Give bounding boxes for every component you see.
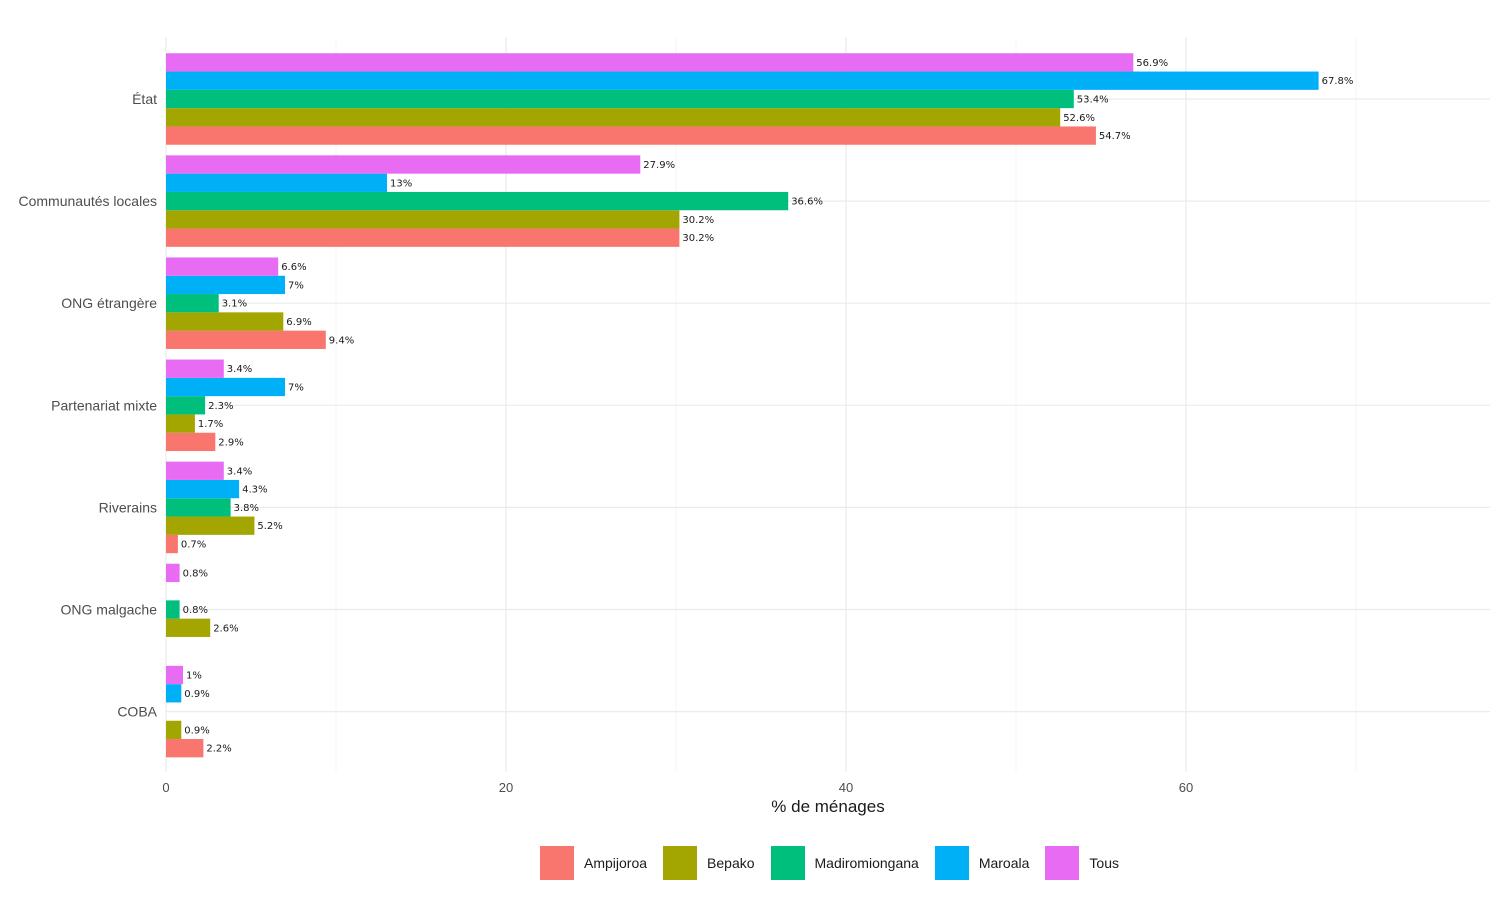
bar-maroala (166, 377, 285, 397)
y-axis-category-label: Partenariat mixte (51, 397, 157, 413)
data-label: 5.2% (257, 521, 282, 532)
bar-madiromiongana (166, 294, 219, 313)
legend-item: Ampijoroa (540, 846, 655, 880)
data-label: 53.4% (1077, 95, 1109, 106)
bar-maroala (166, 275, 285, 295)
data-labels: 54.7% 52.6% 53.4% 67.8% 56.9% 30.2% 30.2% 36.6%… (181, 58, 1353, 755)
bar-tous (166, 665, 183, 685)
data-label: 2.3% (208, 401, 233, 412)
bars (166, 53, 1319, 758)
bar-madiromiongana (166, 600, 180, 619)
bar-maroala (166, 684, 182, 703)
y-axis-category-label: COBA (117, 704, 157, 720)
bar-maroala (166, 173, 387, 192)
bar-ampijoroa (166, 330, 326, 349)
bar-bepako (166, 312, 284, 331)
legend-label: Madiromiongana (814, 855, 919, 871)
data-label: 54.7% (1099, 131, 1131, 142)
data-label: 1% (186, 671, 202, 682)
x-axis-tick-label: 60 (1179, 780, 1193, 795)
data-label: 2.9% (218, 437, 243, 448)
bar-bepako (166, 210, 680, 229)
y-axis-category-label: Riverains (99, 499, 157, 515)
legend: Ampijoroa Bepako Madiromiongana Maroala Tous (540, 846, 1135, 880)
data-label: 30.2% (682, 215, 714, 226)
y-axis-category-label: ONG étrangère (61, 295, 157, 311)
y-axis-categories: État Communautés locales ONG étrangère Part… (18, 91, 157, 720)
bar-madiromiongana (166, 89, 1074, 109)
bar-ampijoroa (166, 534, 178, 554)
bar-bepako (166, 414, 195, 433)
data-label: 7% (288, 280, 304, 291)
bar-maroala (166, 71, 1319, 90)
data-label: 0.7% (181, 540, 206, 551)
x-axis-tick-label: 20 (499, 780, 513, 795)
y-axis-category-label: ONG malgache (61, 602, 158, 618)
data-label: 27.9% (643, 160, 675, 171)
grid-lines (165, 37, 1490, 772)
data-label: 4.3% (242, 485, 267, 496)
legend-key-swatch (1045, 846, 1080, 880)
data-label: 0.9% (184, 725, 209, 736)
x-axis-tick-label: 40 (839, 780, 853, 795)
legend-label: Bepako (707, 855, 755, 871)
legend-item: Madiromiongana (770, 846, 927, 880)
data-label: 36.6% (791, 197, 823, 208)
y-axis-category-label: Communautés locales (18, 193, 157, 209)
bar-madiromiongana (166, 191, 789, 211)
bar-bepako (166, 108, 1061, 127)
data-label: 3.8% (234, 503, 259, 514)
x-axis-ticks: 0 20 40 60 (162, 780, 1193, 795)
bar-bepako (166, 618, 211, 637)
legend-label: Ampijoroa (584, 855, 648, 871)
data-label: 56.9% (1136, 58, 1168, 69)
bar-madiromiongana (166, 396, 206, 415)
data-label: 6.6% (281, 262, 306, 273)
data-label: 52.6% (1063, 113, 1095, 124)
bar-tous (166, 563, 180, 583)
legend-key-swatch (540, 846, 574, 880)
data-label: 3.4% (227, 364, 252, 375)
legend-item: Bepako (663, 846, 762, 880)
bar-chart: 54.7% 52.6% 53.4% 67.8% 56.9% 30.2% 30.2% 36.6%… (18, 37, 1490, 816)
bar-ampijoroa (166, 739, 204, 758)
y-axis-category-label: État (132, 91, 157, 107)
legend-key-swatch (770, 846, 805, 880)
legend-label: Tous (1089, 855, 1119, 871)
bar-tous (166, 461, 224, 480)
data-label: 13% (390, 178, 412, 189)
bar-ampijoroa (166, 228, 680, 247)
legend-label: Maroala (978, 855, 1030, 871)
bar-ampijoroa (166, 126, 1096, 145)
x-axis-title: % de ménages (771, 797, 884, 816)
x-axis-tick-label: 0 (162, 780, 169, 795)
legend-item: Tous (1045, 846, 1127, 880)
data-label: 0.8% (183, 568, 208, 579)
bar-tous (166, 155, 641, 174)
bar-maroala (166, 479, 240, 499)
data-label: 9.4% (329, 335, 354, 346)
bar-tous (166, 359, 224, 378)
bar-bepako (166, 720, 182, 740)
data-label: 1.7% (198, 419, 223, 430)
legend-item: Maroala (934, 846, 1038, 880)
bar-tous (166, 257, 279, 276)
data-label: 3.1% (222, 299, 247, 310)
bar-bepako (166, 516, 255, 535)
bar-madiromiongana (166, 498, 231, 517)
bar-ampijoroa (166, 432, 216, 452)
data-label: 2.6% (213, 623, 238, 634)
data-label: 30.2% (682, 233, 714, 244)
data-label: 0.8% (183, 605, 208, 616)
data-label: 6.9% (286, 317, 311, 328)
legend-key-swatch (934, 846, 969, 880)
data-label: 2.2% (206, 744, 231, 755)
data-label: 3.4% (227, 466, 252, 477)
bar-tous (166, 53, 1134, 72)
data-label: 0.9% (184, 689, 209, 700)
legend-key-swatch (663, 846, 698, 880)
data-label: 67.8% (1322, 76, 1354, 87)
data-label: 7% (288, 383, 304, 394)
